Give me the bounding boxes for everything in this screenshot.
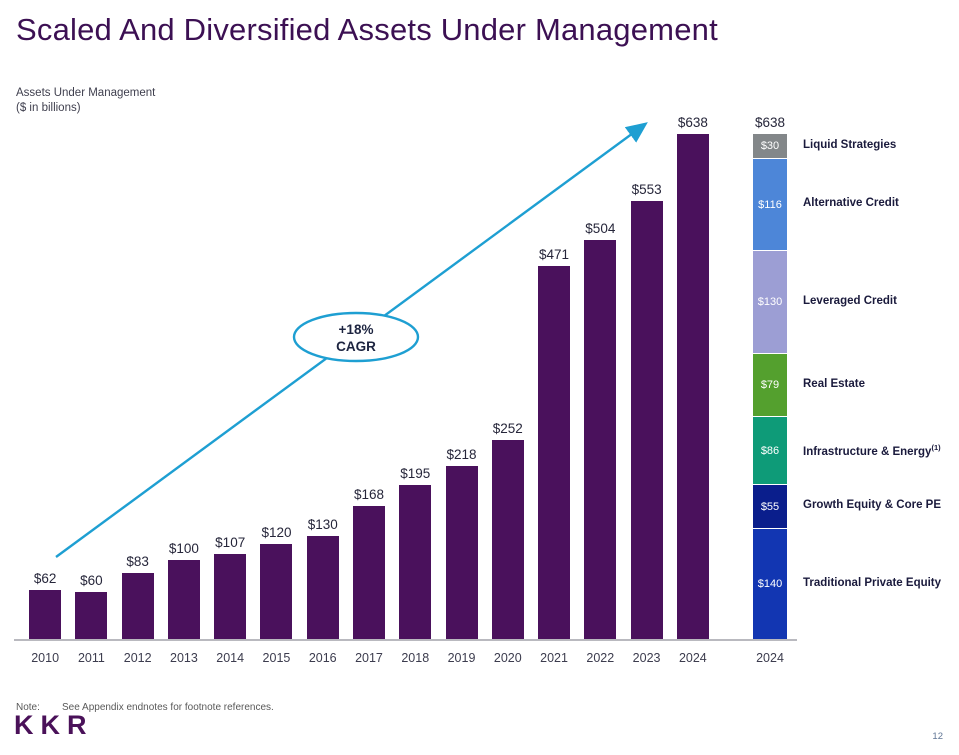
bar-slot-2023: $553	[623, 182, 669, 639]
bar-2015	[260, 544, 293, 639]
segment-real-estate: $79	[753, 353, 787, 416]
year-label-2011: 2011	[77, 651, 105, 665]
bar-value-label-2016: $130	[307, 517, 338, 532]
legend-label-growth-equity-core-pe: Growth Equity & Core PE	[803, 499, 942, 511]
bar-value-label-2017: $168	[353, 487, 385, 502]
bar-2011	[75, 592, 108, 639]
bar-2021	[538, 266, 571, 639]
chart-subtitle-line2: ($ in billions)	[16, 102, 81, 114]
bar-slot-2011: $60	[68, 573, 114, 639]
page-title: Scaled And Diversified Assets Under Mana…	[16, 12, 718, 47]
footnote-label: Note:	[16, 702, 40, 713]
footnote-text: See Appendix endnotes for footnote refer…	[62, 702, 274, 713]
segment-growth-equity-core-pe: $55	[753, 484, 787, 528]
bar-value-label-2020: $252	[492, 421, 523, 436]
bar-2017	[352, 506, 385, 639]
year-label-2024: 2024	[678, 651, 707, 665]
stacked-bar-2024: $638 $30 $116 $130 $79 $86 $55 $140	[753, 115, 787, 639]
bar-slot-2021: $471	[531, 247, 577, 639]
bar-2019	[445, 466, 478, 639]
x-axis-line	[14, 639, 797, 641]
bar-slot-2024: $638	[670, 115, 716, 639]
bar-2016	[306, 536, 339, 639]
bar-slot-2022: $504	[577, 221, 623, 639]
stacked-bar-year-label: 2024	[756, 651, 784, 665]
bar-slot-2017: $168	[346, 487, 392, 639]
bar-slot-2015: $120	[253, 525, 299, 639]
bar-2010	[29, 590, 62, 639]
cagr-annotation-line2: CAGR	[336, 338, 376, 354]
footnote: Note: See Appendix endnotes for footnote …	[16, 702, 274, 713]
x-axis-labels: 2010 2011 2012 2013 2014 2015 2016 2017 2018 2019…	[22, 651, 716, 665]
bar-value-label-2023: $553	[631, 182, 662, 197]
bar-slot-2016: $130	[300, 517, 346, 639]
bar-slot-2013: $100	[161, 541, 207, 639]
year-label-2016: 2016	[308, 651, 337, 665]
segment-leveraged-credit: $130	[753, 250, 787, 353]
cagr-annotation-line1: +18%	[338, 321, 374, 337]
bar-slot-2014: $107	[207, 535, 253, 639]
year-label-2022: 2022	[586, 651, 615, 665]
legend-label-alternative-credit: Alternative Credit	[803, 197, 899, 209]
segment-liquid-strategies: $30	[753, 134, 787, 158]
stacked-bar-total-label: $638	[754, 115, 786, 130]
year-label-2013: 2013	[170, 651, 198, 665]
bar-2022	[584, 240, 617, 639]
year-label-2020: 2020	[493, 651, 522, 665]
bar-value-label-2022: $504	[585, 221, 616, 236]
bar-2024	[676, 134, 709, 639]
kkr-logo: KKR	[14, 710, 94, 740]
bar-slot-2020: $252	[485, 421, 531, 639]
legend-label-superscript: (1)	[931, 443, 941, 452]
bar-value-label-2012: $83	[126, 554, 149, 569]
segment-traditional-private-equity: $140	[753, 528, 787, 639]
legend-label-liquid-strategies: Liquid Strategies	[803, 139, 897, 151]
bar-value-label-2019: $218	[446, 447, 477, 462]
chart-subtitle-line1: Assets Under Management	[16, 87, 156, 99]
year-label-2018: 2018	[401, 651, 430, 665]
bar-value-label-2024: $638	[677, 115, 708, 130]
year-label-2019: 2019	[447, 651, 476, 665]
bar-value-label-2014: $107	[215, 535, 246, 550]
bar-2012	[121, 573, 154, 639]
chart-subtitle: Assets Under Management ($ in billions)	[16, 86, 155, 116]
bar-slot-2012: $83	[115, 554, 161, 639]
bar-2020	[491, 440, 524, 639]
bar-2013	[167, 560, 200, 639]
year-label-2015: 2015	[262, 651, 291, 665]
year-label-2017: 2017	[355, 651, 383, 665]
bar-value-label-2011: $60	[80, 573, 103, 588]
year-label-2021: 2021	[540, 651, 568, 665]
year-label-2012: 2012	[123, 651, 152, 665]
year-label-2014: 2014	[216, 651, 245, 665]
legend-label-traditional-private-equity: Traditional Private Equity	[803, 577, 942, 589]
legend-label-infrastructure-energy: Infrastructure & Energy(1)	[803, 443, 941, 458]
bar-value-label-2015: $120	[261, 525, 292, 540]
page-number: 12	[932, 731, 943, 742]
bar-value-label-2021: $471	[539, 247, 570, 262]
bar-2014	[214, 554, 247, 639]
aum-bar-chart: $62 $60 $83 $100 $107 $120 $130 $168 $195 $218 $25…	[22, 112, 716, 639]
legend-label-leveraged-credit: Leveraged Credit	[803, 295, 897, 307]
bar-2023	[630, 201, 663, 639]
year-label-2010: 2010	[31, 651, 60, 665]
segment-alternative-credit: $116	[753, 158, 787, 250]
bar-value-label-2013: $100	[168, 541, 199, 556]
bar-value-label-2018: $195	[400, 466, 431, 481]
year-label-2023: 2023	[632, 651, 661, 665]
legend-label-real-estate: Real Estate	[803, 378, 866, 390]
bar-2018	[399, 485, 432, 639]
bar-value-label-2010: $62	[33, 571, 57, 586]
bar-slot-2018: $195	[392, 466, 438, 639]
cagr-annotation: +18% CAGR	[294, 314, 418, 361]
segment-infrastructure-energy: $86	[753, 416, 787, 484]
bar-slot-2010: $62	[22, 571, 68, 639]
bar-slot-2019: $218	[438, 447, 484, 639]
